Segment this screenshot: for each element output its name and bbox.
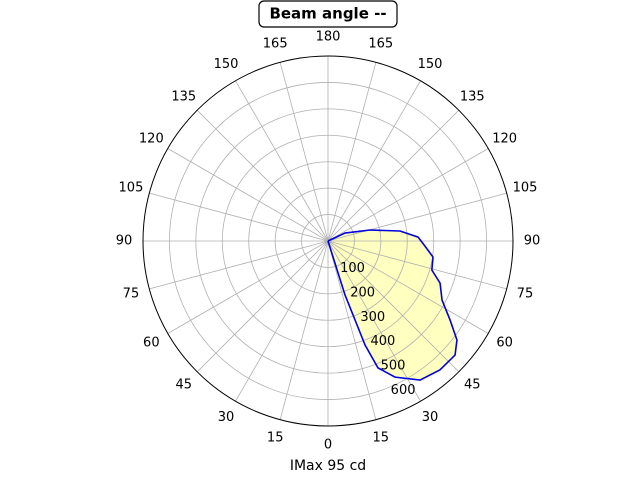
angle-tick-label: 150 [214,57,239,72]
angle-tick-label: 120 [492,132,517,147]
angular-grid-line [327,62,377,242]
angle-tick-label: 150 [418,57,443,72]
angular-grid-line [327,240,421,402]
angle-tick-label: 165 [368,36,393,51]
angle-tick-label: 165 [263,36,288,51]
angle-tick-label: 15 [267,431,284,446]
angular-grid-line [149,192,329,242]
angular-grid-line [327,240,489,334]
angle-tick-label: 120 [139,132,164,147]
angular-grid-line [235,240,329,402]
angular-grid-line [279,62,329,242]
angle-tick-label: 75 [517,286,534,301]
angular-grid-line [327,240,377,420]
angular-grid-line [167,240,329,334]
angle-tick-label: 135 [171,89,196,104]
angle-tick-label: 75 [123,286,140,301]
x-axis-label: IMax 95 cd [290,458,366,474]
radial-tick-label: 500 [381,359,406,374]
angle-tick-label: 180 [316,30,341,45]
angle-tick-label: 60 [496,336,513,351]
polar-frame [142,55,514,427]
radial-tick-label: 600 [391,383,416,398]
angular-grid-line [149,240,329,290]
angle-tick-label: 0 [324,438,332,453]
angle-tick-label: 60 [143,336,160,351]
angle-tick-label: 15 [373,431,390,446]
title-box [258,0,398,28]
radial-tick-label: 400 [370,334,395,349]
angle-tick-label: 30 [218,410,235,425]
radial-tick-label: 300 [360,310,385,325]
angle-tick-label: 45 [464,378,481,393]
radial-tick-label: 100 [340,261,365,276]
angle-tick-label: 135 [460,89,485,104]
angular-grid-line [196,109,329,242]
angle-tick-label: 30 [422,410,439,425]
angular-grid-line [327,109,460,242]
angle-tick-label: 45 [175,378,192,393]
angular-grid-line [196,240,329,373]
radial-tick-label: 200 [350,285,375,300]
angle-tick-label: 105 [119,181,144,196]
angle-tick-label: 90 [116,234,133,249]
angular-grid-line [327,240,460,373]
angular-grid-line [279,240,329,420]
chart-title: Beam angle -- [269,5,386,23]
angular-grid-line [327,192,507,242]
angle-tick-label: 90 [524,234,541,249]
beam-line [327,229,458,381]
angular-grid-line [327,148,489,242]
angular-grid-line [327,240,507,290]
angle-tick-label: 105 [513,181,538,196]
angular-grid-line [167,148,329,242]
angular-grid-line [235,80,329,242]
angular-grid-line [327,80,421,242]
